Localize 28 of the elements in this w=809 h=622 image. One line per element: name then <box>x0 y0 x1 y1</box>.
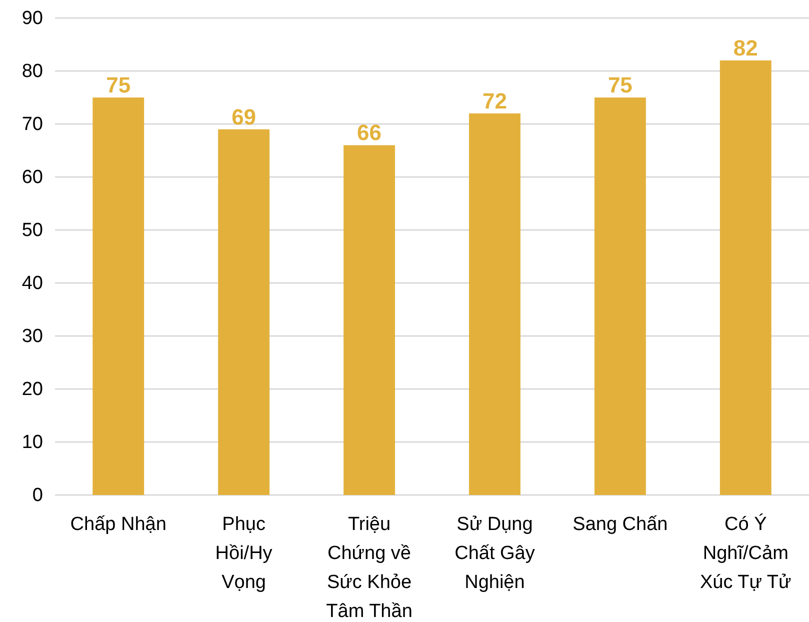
y-tick-label: 20 <box>22 379 43 400</box>
y-tick-label: 80 <box>22 61 43 82</box>
x-tick-label: Phục Hồi/Hy Vọng <box>215 514 273 593</box>
data-label: 75 <box>106 72 131 98</box>
bar <box>720 60 772 495</box>
x-tick-label: Sang Chấn <box>572 514 668 535</box>
bar <box>344 145 395 495</box>
x-tick-label: Chấp Nhận <box>70 514 166 535</box>
y-tick-label: 0 <box>32 485 43 506</box>
x-tick-label: Có Ý Nghĩ/Cảm Xúc Tự Tử <box>700 513 792 593</box>
x-tick-label: Sử Dụng Chất Gây Nghiện <box>454 514 536 593</box>
y-tick-label: 30 <box>22 326 43 348</box>
data-label: 69 <box>232 104 256 130</box>
x-tick-label: Triệu Chứng về Sức Khỏe Tâm Thần <box>326 514 412 622</box>
y-tick-label: 60 <box>22 167 43 188</box>
data-label: 75 <box>608 72 632 98</box>
y-tick-label: 40 <box>22 273 43 294</box>
data-label: 66 <box>357 120 382 146</box>
y-tick-label: 90 <box>22 8 43 30</box>
y-tick-label: 50 <box>22 220 43 242</box>
data-label: 82 <box>733 35 758 60</box>
data-label: 72 <box>482 88 507 114</box>
bar <box>92 98 144 495</box>
y-tick-label: 10 <box>22 432 43 454</box>
bar <box>469 113 520 495</box>
y-tick-label: 70 <box>22 114 43 136</box>
bar <box>594 98 646 495</box>
bar <box>218 129 270 495</box>
